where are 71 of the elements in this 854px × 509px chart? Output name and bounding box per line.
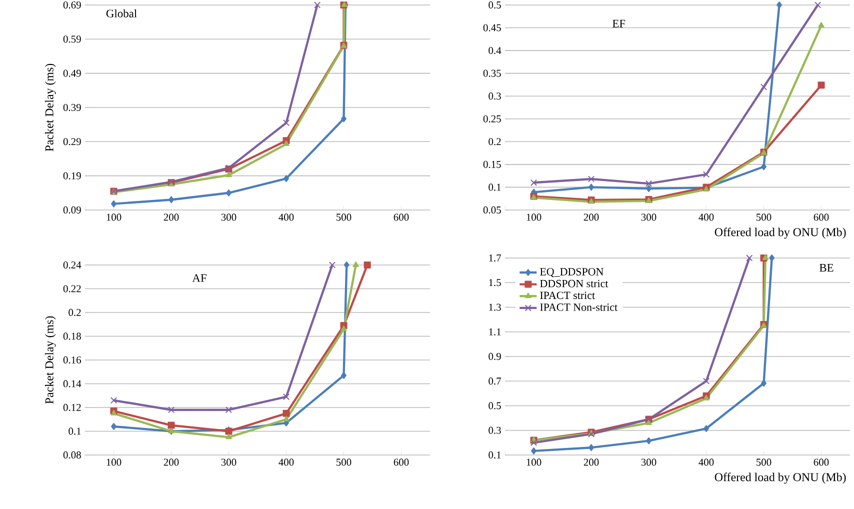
- x-tick-label: 300: [221, 458, 236, 466]
- x-tick-label: 300: [641, 458, 656, 466]
- y-tick-label: 0.3: [488, 92, 501, 100]
- x-tick-label: 500: [756, 458, 772, 466]
- x-tick-label: 600: [814, 458, 829, 466]
- y-tick-label: 0.29: [63, 138, 81, 146]
- y-tick-label: 0.2: [68, 308, 81, 316]
- x-tick-label: 400: [278, 458, 294, 466]
- y-tick-label: 0.7: [488, 378, 502, 385]
- y-tick-label: 0.5: [488, 402, 501, 410]
- y-tick-label: 0.1: [68, 428, 81, 435]
- x-tick-label: 200: [584, 458, 599, 466]
- y-tick-label: 0.1: [488, 451, 501, 459]
- text: EF: [612, 20, 626, 28]
- x-tick-label: 100: [106, 458, 122, 466]
- y-tick-label: 0.69: [63, 1, 81, 9]
- x-tick-label: 100: [526, 214, 542, 221]
- y-tick-label: 0.4: [488, 46, 502, 54]
- y-tick-label: 0.59: [63, 36, 81, 43]
- y-tick-label: 0.16: [63, 356, 82, 364]
- x-axis-title: Offered load by ONU (Mb): [714, 472, 846, 484]
- x-tick-label: 100: [106, 214, 122, 221]
- y-tick-label: 0.39: [63, 104, 81, 112]
- y-tick-label: 0.45: [483, 24, 501, 32]
- text: AF: [192, 274, 206, 282]
- y-tick-label: 0.12: [63, 404, 81, 412]
- x-tick-label: 600: [814, 214, 829, 221]
- y-tick-label: 0.49: [63, 70, 81, 77]
- x-tick-label: 300: [641, 214, 656, 221]
- y-tick-label: 0.22: [63, 285, 81, 292]
- x-tick-label: 300: [221, 214, 236, 221]
- legend-label: IPACT strict: [540, 292, 595, 300]
- x-tick-label: 500: [336, 214, 352, 221]
- x-tick-label: 400: [698, 214, 714, 221]
- y-tick-label: 0.15: [483, 160, 501, 168]
- x-tick-label: 200: [164, 458, 179, 466]
- y-axis-title: Packet Delay (ms): [44, 64, 56, 152]
- y-tick-label: 0.5: [488, 1, 501, 9]
- y-tick-label: 0.24: [63, 261, 82, 269]
- chart-title: Global: [106, 9, 137, 18]
- y-tick-label: 1.7: [489, 254, 502, 262]
- y-tick-label: 0.05: [483, 206, 501, 214]
- x-axis-title: Offered load by ONU (Mb): [714, 228, 846, 239]
- y-tick-label: 0.2: [488, 138, 501, 146]
- x-tick-label: 100: [526, 458, 542, 466]
- y-tick-label: 0.09: [63, 206, 81, 214]
- y-tick-label: 0.35: [483, 70, 501, 77]
- legend-label: IPACT Non-strict: [540, 304, 618, 311]
- y-tick-label: 1.1: [489, 328, 501, 336]
- y-tick-label: 1.3: [489, 304, 501, 311]
- y-tick-label: 0.14: [63, 380, 82, 388]
- y-tick-label: 1.5: [489, 279, 501, 286]
- y-tick-label: 0.18: [63, 332, 81, 340]
- y-axis-title: Packet Delay (ms): [44, 316, 56, 404]
- chart-title: BE: [820, 264, 834, 272]
- x-tick-label: 400: [278, 214, 294, 221]
- y-tick-label: 0.25: [483, 115, 501, 122]
- x-tick-label: 600: [394, 214, 409, 221]
- x-tick-label: 600: [394, 458, 409, 466]
- y-tick-label: 0.3: [488, 426, 501, 434]
- x-tick-label: 500: [336, 458, 352, 466]
- x-tick-label: 400: [698, 458, 714, 466]
- legend-label: DDSPON strict: [540, 280, 608, 288]
- x-tick-label: 200: [164, 214, 179, 221]
- y-tick-label: 0.1: [488, 184, 501, 191]
- y-tick-label: 0.19: [63, 172, 81, 180]
- x-tick-label: 200: [584, 214, 599, 221]
- y-tick-label: 0.08: [63, 451, 81, 459]
- x-tick-label: 500: [756, 214, 772, 221]
- legend-label: EQ_DDSPON: [540, 268, 604, 278]
- y-tick-label: 0.9: [488, 352, 501, 360]
